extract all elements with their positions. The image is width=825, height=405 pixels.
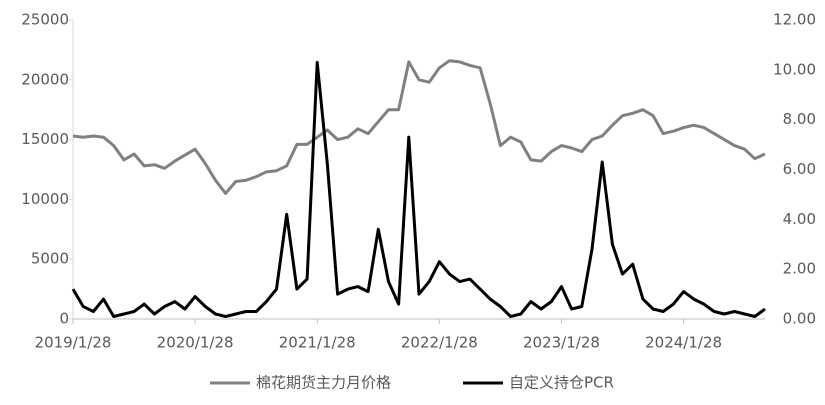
y2-tick-label: 6.00 [783,160,816,178]
x-tick-label: 2024/1/28 [645,334,722,352]
y-tick-label: 25000 [21,11,69,29]
series-line [71,60,766,318]
y2-tick-label: 0.00 [783,310,816,328]
y2-tick-label: 2.00 [783,260,816,278]
y-tick-label: 5000 [31,250,69,268]
x-tick-label: 2020/1/28 [157,334,234,352]
x-tick-label: 2023/1/28 [523,334,600,352]
legend-label: 自定义持仓PCR [509,374,614,392]
y-tick-label: 10000 [21,190,69,208]
y-tick-label: 20000 [21,70,69,88]
y-tick-label: 15000 [21,130,69,148]
x-tick-label: 2019/1/28 [35,334,112,352]
series-line [72,59,766,195]
y2-tick-label: 12.00 [773,11,816,29]
y2-tick-label: 4.00 [783,210,816,228]
y-tick-label: 0 [59,310,69,328]
y2-tick-label: 10.00 [773,60,816,78]
legend-label: 棉花期货主力月价格 [256,374,391,392]
x-tick-label: 2021/1/28 [279,334,356,352]
y2-tick-label: 8.00 [783,110,816,128]
x-tick-label: 2022/1/28 [401,334,478,352]
